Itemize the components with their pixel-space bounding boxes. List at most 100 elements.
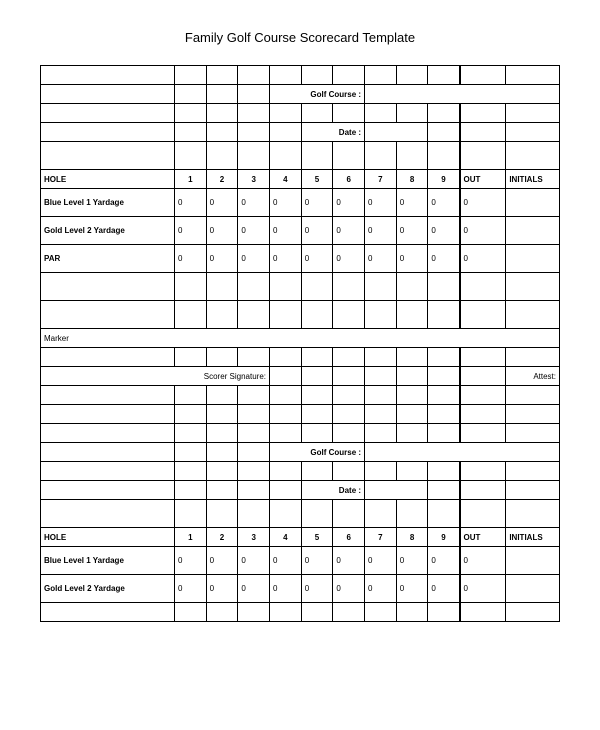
blue-row: Blue Level 1 Yardage 0 0 0 0 0 0 0 0 0 0 — [41, 189, 560, 217]
blue-label: Blue Level 1 Yardage — [41, 547, 175, 575]
cell: 0 — [365, 547, 397, 575]
cell: 0 — [428, 547, 460, 575]
initials-label: INITIALS — [506, 170, 560, 189]
cell: 0 — [365, 245, 397, 273]
hole-num: 1 — [175, 528, 207, 547]
hole-num: 3 — [238, 170, 270, 189]
cell: 0 — [238, 217, 270, 245]
cell: 0 — [460, 575, 506, 603]
par-label: PAR — [41, 245, 175, 273]
date-label: Date : — [301, 123, 364, 142]
hole-num: 5 — [301, 528, 333, 547]
hole-num: 4 — [270, 170, 302, 189]
cell: 0 — [206, 547, 238, 575]
cell: 0 — [270, 217, 302, 245]
hole-num: 2 — [206, 170, 238, 189]
date-row: Date : — [41, 123, 560, 142]
cell: 0 — [238, 245, 270, 273]
cell: 0 — [365, 217, 397, 245]
scorecard-table: Golf Course : Date : HOLE 1 2 3 4 5 6 7 … — [40, 65, 560, 622]
hole-num: 6 — [333, 170, 365, 189]
hole-num: 7 — [365, 528, 397, 547]
cell: 0 — [206, 189, 238, 217]
cell: 0 — [270, 547, 302, 575]
blank-row — [41, 301, 560, 329]
cell: 0 — [428, 217, 460, 245]
golf-course-row-2: Golf Course : — [41, 443, 560, 462]
cell: 0 — [238, 547, 270, 575]
cell: 0 — [270, 245, 302, 273]
cell: 0 — [301, 189, 333, 217]
cell: 0 — [175, 547, 207, 575]
marker-row: Marker — [41, 329, 560, 348]
cell: 0 — [460, 189, 506, 217]
cell: 0 — [396, 189, 428, 217]
cell: 0 — [333, 245, 365, 273]
gold-label: Gold Level 2 Yardage — [41, 217, 175, 245]
out-label: OUT — [460, 528, 506, 547]
blank-row — [41, 424, 560, 443]
cell: 0 — [460, 217, 506, 245]
cell: 0 — [301, 575, 333, 603]
cell: 0 — [175, 575, 207, 603]
marker-label: Marker — [41, 329, 560, 348]
blank-row — [41, 500, 560, 528]
date-row-2: Date : — [41, 481, 560, 500]
hole-num: 6 — [333, 528, 365, 547]
hole-num: 9 — [428, 528, 460, 547]
cell: 0 — [238, 575, 270, 603]
gold-label: Gold Level 2 Yardage — [41, 575, 175, 603]
hole-num: 4 — [270, 528, 302, 547]
cell: 0 — [175, 189, 207, 217]
golf-course-label: Golf Course : — [270, 443, 365, 462]
hole-header-row: HOLE 1 2 3 4 5 6 7 8 9 OUT INITIALS — [41, 170, 560, 189]
cell: 0 — [206, 575, 238, 603]
gold-row: Gold Level 2 Yardage 0 0 0 0 0 0 0 0 0 0 — [41, 217, 560, 245]
cell: 0 — [396, 217, 428, 245]
page-title: Family Golf Course Scorecard Template — [40, 30, 560, 45]
blank-row — [41, 142, 560, 170]
hole-num: 8 — [396, 170, 428, 189]
cell: 0 — [301, 547, 333, 575]
blue-label: Blue Level 1 Yardage — [41, 189, 175, 217]
blank-row — [41, 603, 560, 622]
hole-num: 1 — [175, 170, 207, 189]
signature-row: Scorer Signature: Attest: — [41, 367, 560, 386]
par-row: PAR 0 0 0 0 0 0 0 0 0 0 — [41, 245, 560, 273]
hole-label: HOLE — [41, 170, 175, 189]
blank-row — [41, 348, 560, 367]
hole-num: 7 — [365, 170, 397, 189]
cell: 0 — [270, 575, 302, 603]
cell: 0 — [396, 547, 428, 575]
blank-row — [41, 462, 560, 481]
cell: 0 — [333, 189, 365, 217]
cell: 0 — [396, 245, 428, 273]
cell: 0 — [460, 547, 506, 575]
date-label: Date : — [301, 481, 364, 500]
blank-row — [41, 405, 560, 424]
hole-num: 8 — [396, 528, 428, 547]
cell: 0 — [301, 217, 333, 245]
cell: 0 — [428, 575, 460, 603]
blank-row — [41, 386, 560, 405]
blank-row — [41, 104, 560, 123]
cell: 0 — [428, 245, 460, 273]
blue-row-2: Blue Level 1 Yardage 0 0 0 0 0 0 0 0 0 0 — [41, 547, 560, 575]
gold-row-2: Gold Level 2 Yardage 0 0 0 0 0 0 0 0 0 0 — [41, 575, 560, 603]
hole-header-row-2: HOLE 1 2 3 4 5 6 7 8 9 OUT INITIALS — [41, 528, 560, 547]
hole-label: HOLE — [41, 528, 175, 547]
golf-course-label: Golf Course : — [270, 85, 365, 104]
cell: 0 — [206, 245, 238, 273]
cell: 0 — [396, 575, 428, 603]
golf-course-row: Golf Course : — [41, 85, 560, 104]
blank-row — [41, 66, 560, 85]
out-label: OUT — [460, 170, 506, 189]
attest-label: Attest: — [506, 367, 560, 386]
cell: 0 — [333, 575, 365, 603]
cell: 0 — [206, 217, 238, 245]
cell: 0 — [175, 245, 207, 273]
hole-num: 5 — [301, 170, 333, 189]
cell: 0 — [365, 575, 397, 603]
cell: 0 — [175, 217, 207, 245]
scorer-label: Scorer Signature: — [41, 367, 270, 386]
